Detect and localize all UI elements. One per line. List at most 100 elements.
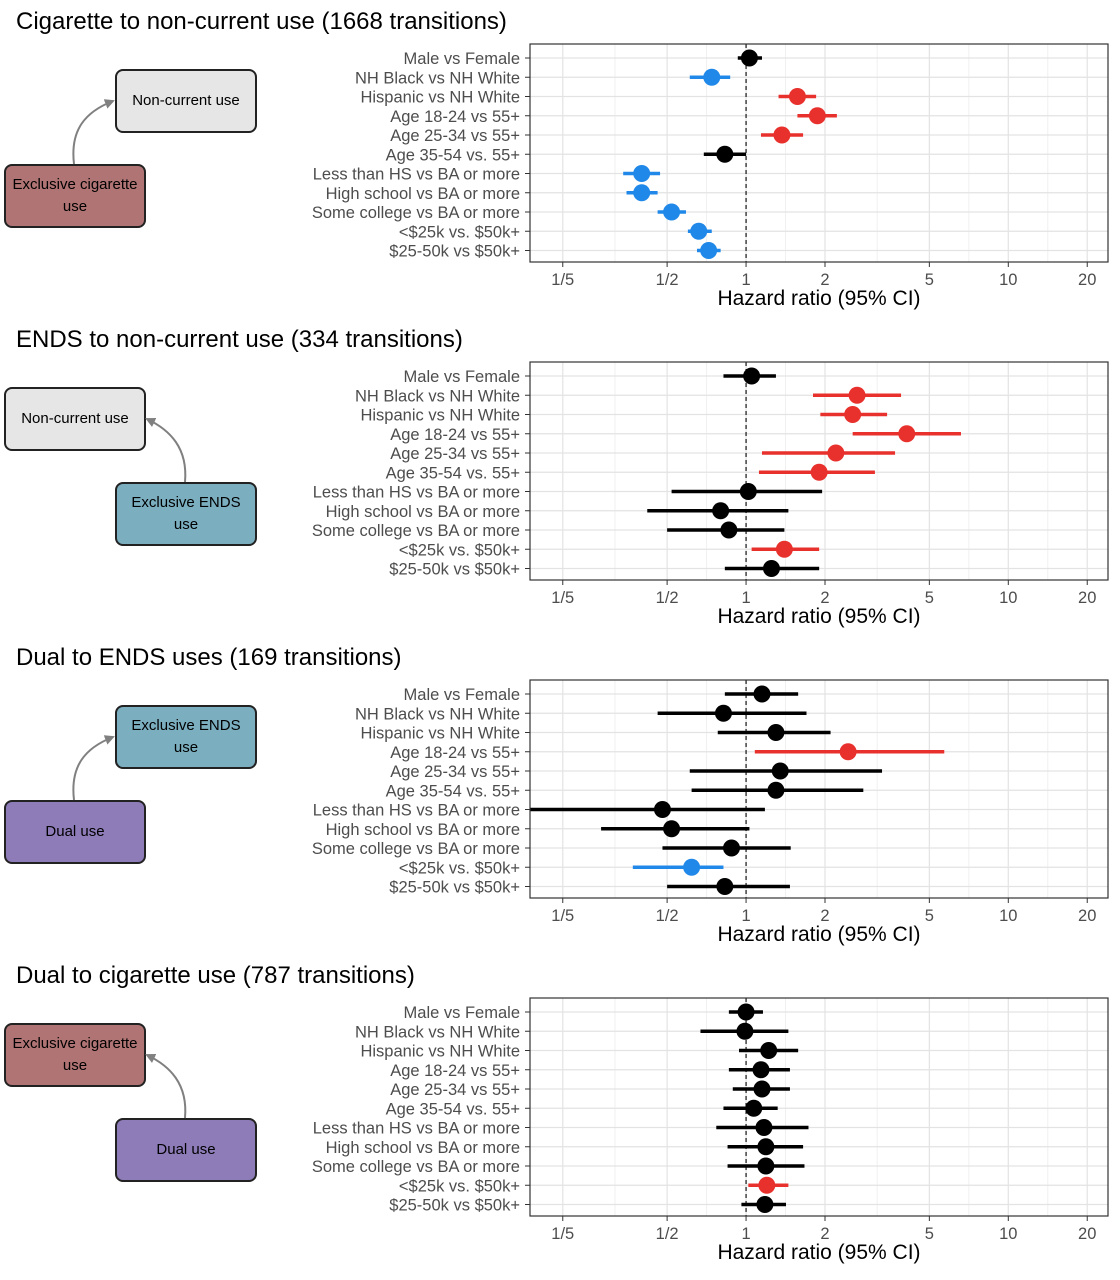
x-tick-label: 1/5 [551,589,574,607]
x-axis-title: Hazard ratio (95% CI) [717,287,920,310]
hazard-ratio-point [898,425,916,443]
forest-panel-1: Cigarette to non-current use (1668 trans… [0,0,1120,318]
hazard-ratio-point [848,386,866,404]
x-tick-label: 1/2 [656,907,679,925]
row-label: High school vs BA or more [326,821,520,839]
hazard-ratio-point [720,521,738,539]
row-label: $25-50k vs $50k+ [389,879,520,897]
x-tick-label: 2 [820,589,829,607]
row-label: Age 35-54 vs. 55+ [386,146,520,164]
x-tick-label: 2 [820,271,829,289]
plot-border [529,997,1109,1217]
x-tick-label: 1/2 [656,271,679,289]
row-label: Hispanic vs NH White [360,1043,520,1061]
hazard-ratio-point [716,145,734,163]
row-label: Male vs Female [404,50,520,68]
transition-diagram: Exclusive ENDS use Non-current use [0,318,270,636]
hazard-ratio-point [633,184,651,202]
hazard-ratio-point [653,801,671,818]
hazard-ratio-point [633,165,651,182]
row-label: Male vs Female [404,1004,520,1022]
hazard-ratio-point [736,1022,754,1040]
x-tick-label: 10 [999,907,1017,925]
hazard-ratio-point [762,560,780,577]
hazard-ratio-point [690,222,708,240]
transition-arrow [145,1053,187,1119]
x-tick-label: 10 [999,589,1017,607]
plot-border [529,679,1109,899]
from-state-box: Dual use [4,800,146,864]
transition-arrow [145,417,187,483]
hazard-ratio-point [737,1003,755,1021]
x-tick-label: 5 [925,271,934,289]
row-label: Age 25-34 vs 55+ [390,127,520,145]
hazard-ratio-point [827,444,845,462]
x-tick-label: 20 [1078,907,1096,925]
hazard-ratio-point [683,858,701,876]
plot-border [529,43,1109,263]
hazard-ratio-point [839,743,857,761]
to-state-box: Non-current use [115,69,257,133]
hazard-ratio-point [808,107,826,125]
row-label: $25-50k vs $50k+ [389,561,520,579]
hazard-ratio-point [767,724,785,741]
transition-arrow [72,735,115,801]
row-label: <$25k vs. $50k+ [399,541,520,559]
hazard-ratio-point [752,1061,770,1079]
row-label: Some college vs BA or more [312,840,520,858]
from-state-label: Dual use [45,823,105,840]
x-tick-label: 1/5 [551,271,574,289]
x-tick-label: 2 [820,1225,829,1243]
hazard-ratio-point [760,1042,778,1059]
row-label: Age 18-24 vs 55+ [390,426,520,444]
x-tick-label: 1 [741,907,750,925]
forest-panel-4: Dual to cigarette use (787 transitions) D… [0,954,1120,1272]
from-state-box: Dual use [115,1118,257,1182]
x-tick-label: 2 [820,907,829,925]
hazard-ratio-point [755,1119,773,1136]
hazard-ratio-point [703,68,721,86]
x-tick-label: 20 [1078,271,1096,289]
transition-diagram: Exclusive cigarette use Non-current use [0,0,270,318]
hazard-ratio-point [745,1099,763,1117]
row-label: NH Black vs NH White [355,387,520,405]
row-label: High school vs BA or more [326,185,520,203]
row-label: High school vs BA or more [326,1139,520,1157]
hazard-ratio-point [753,1080,771,1098]
hazard-ratio-point [743,367,761,385]
row-label: Age 25-34 vs 55+ [390,763,520,781]
x-tick-label: 5 [925,1225,934,1243]
hazard-ratio-point [712,502,730,520]
hazard-ratio-point [771,762,789,780]
row-label: High school vs BA or more [326,503,520,521]
row-label: Less than HS vs BA or more [313,1120,520,1138]
hazard-ratio-point [714,704,732,722]
from-state-label: Exclusive ENDS use [131,494,241,533]
row-label: Age 35-54 vs. 55+ [386,1100,520,1118]
transition-diagram: Dual use Exclusive cigarette use [0,954,270,1272]
row-label: Hispanic vs NH White [360,89,520,107]
row-label: Male vs Female [404,686,520,704]
to-state-box: Exclusive ENDS use [115,705,257,769]
to-state-label: Non-current use [132,92,240,109]
x-tick-label: 5 [925,907,934,925]
row-label: NH Black vs NH White [355,69,520,87]
row-label: <$25k vs. $50k+ [399,859,520,877]
x-axis-title: Hazard ratio (95% CI) [717,1241,920,1264]
hazard-ratio-point [753,685,771,703]
forest-panel-3: Dual to ENDS uses (169 transitions) Dual … [0,636,1120,954]
from-state-box: Exclusive ENDS use [115,482,257,546]
x-tick-label: 1 [741,271,750,289]
hazard-ratio-point [663,820,681,838]
from-state-label: Exclusive cigarette use [12,176,138,215]
row-label: Age 18-24 vs 55+ [390,108,520,126]
row-label: <$25k vs. $50k+ [399,1177,520,1195]
row-label: Less than HS vs BA or more [313,166,520,184]
hazard-ratio-point [716,878,734,895]
row-label: NH Black vs NH White [355,1023,520,1041]
hazard-ratio-point [740,49,758,67]
